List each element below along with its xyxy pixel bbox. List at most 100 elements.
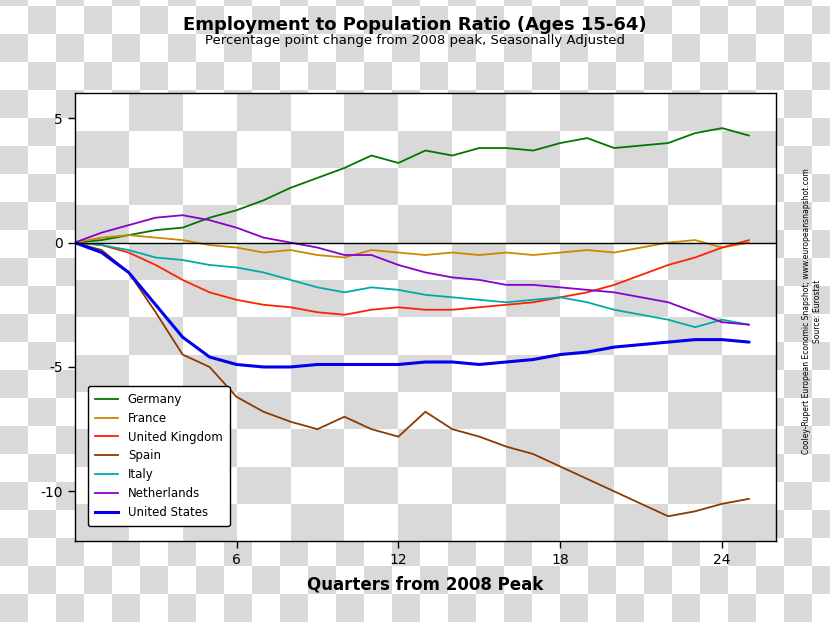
Bar	[112, 398, 140, 426]
Bar	[560, 355, 614, 392]
Bar	[588, 426, 616, 454]
Bar	[252, 594, 280, 622]
Bar	[28, 482, 56, 510]
Bar	[112, 90, 140, 118]
Bar	[196, 594, 224, 622]
Bar	[532, 426, 560, 454]
Bar	[84, 482, 112, 510]
Bar	[722, 205, 776, 243]
Bar	[476, 538, 504, 566]
Bar	[290, 168, 344, 205]
Bar	[812, 398, 830, 426]
Bar	[344, 466, 398, 504]
Bar	[532, 6, 560, 34]
Bar	[700, 174, 728, 202]
Bar	[308, 510, 336, 538]
Bar	[668, 280, 722, 317]
Bar	[196, 146, 224, 174]
Bar	[448, 510, 476, 538]
Bar	[280, 34, 308, 62]
Bar	[56, 90, 84, 118]
Bar	[140, 426, 168, 454]
Bar	[252, 482, 280, 510]
Bar	[672, 482, 700, 510]
Bar	[398, 243, 452, 280]
Bar	[700, 594, 728, 622]
Bar	[398, 429, 452, 466]
Bar	[616, 370, 644, 398]
Bar	[644, 538, 672, 566]
Bar	[672, 426, 700, 454]
Bar	[560, 429, 614, 466]
Bar	[420, 482, 448, 510]
Bar	[140, 314, 168, 342]
Bar	[504, 566, 532, 594]
Bar	[756, 314, 784, 342]
Bar	[280, 426, 308, 454]
Bar	[616, 594, 644, 622]
Bar	[364, 286, 392, 314]
Bar	[75, 168, 129, 205]
Bar	[728, 510, 756, 538]
Bar	[140, 146, 168, 174]
Bar	[224, 342, 252, 370]
Bar	[420, 258, 448, 286]
Bar	[728, 118, 756, 146]
Bar	[56, 62, 84, 90]
Bar	[75, 355, 129, 392]
Bar	[672, 62, 700, 90]
Bar	[560, 286, 588, 314]
Bar	[336, 594, 364, 622]
Bar	[129, 466, 183, 504]
Bar	[398, 93, 452, 131]
Bar	[420, 62, 448, 90]
Bar	[168, 202, 196, 230]
Bar	[224, 90, 252, 118]
Bar	[140, 482, 168, 510]
Bar	[308, 146, 336, 174]
Bar	[140, 566, 168, 594]
Bar	[392, 202, 420, 230]
Bar	[452, 355, 506, 392]
Bar	[252, 62, 280, 90]
Bar	[614, 429, 668, 466]
Bar	[644, 566, 672, 594]
Bar	[728, 230, 756, 258]
Bar	[616, 0, 644, 6]
Bar	[252, 510, 280, 538]
Bar	[420, 538, 448, 566]
Bar	[252, 370, 280, 398]
Bar	[722, 168, 776, 205]
Bar	[504, 146, 532, 174]
Bar	[290, 243, 344, 280]
Bar	[0, 482, 28, 510]
Bar	[614, 317, 668, 355]
Bar	[280, 538, 308, 566]
Bar	[448, 0, 476, 6]
Bar	[308, 230, 336, 258]
Bar	[364, 202, 392, 230]
Bar	[700, 118, 728, 146]
Bar	[168, 0, 196, 6]
Bar	[224, 258, 252, 286]
Bar	[420, 510, 448, 538]
Bar	[452, 541, 506, 578]
Bar	[84, 398, 112, 426]
Bar	[756, 454, 784, 482]
Bar	[75, 504, 129, 541]
Bar	[616, 118, 644, 146]
Bar	[252, 34, 280, 62]
Bar	[784, 62, 812, 90]
Bar	[392, 258, 420, 286]
Bar	[532, 594, 560, 622]
Bar	[336, 0, 364, 6]
Bar	[84, 202, 112, 230]
Bar	[140, 6, 168, 34]
Bar	[392, 34, 420, 62]
Bar	[140, 90, 168, 118]
Bar	[672, 90, 700, 118]
Bar	[28, 566, 56, 594]
Bar	[560, 510, 588, 538]
Bar	[75, 392, 129, 429]
Bar	[28, 202, 56, 230]
